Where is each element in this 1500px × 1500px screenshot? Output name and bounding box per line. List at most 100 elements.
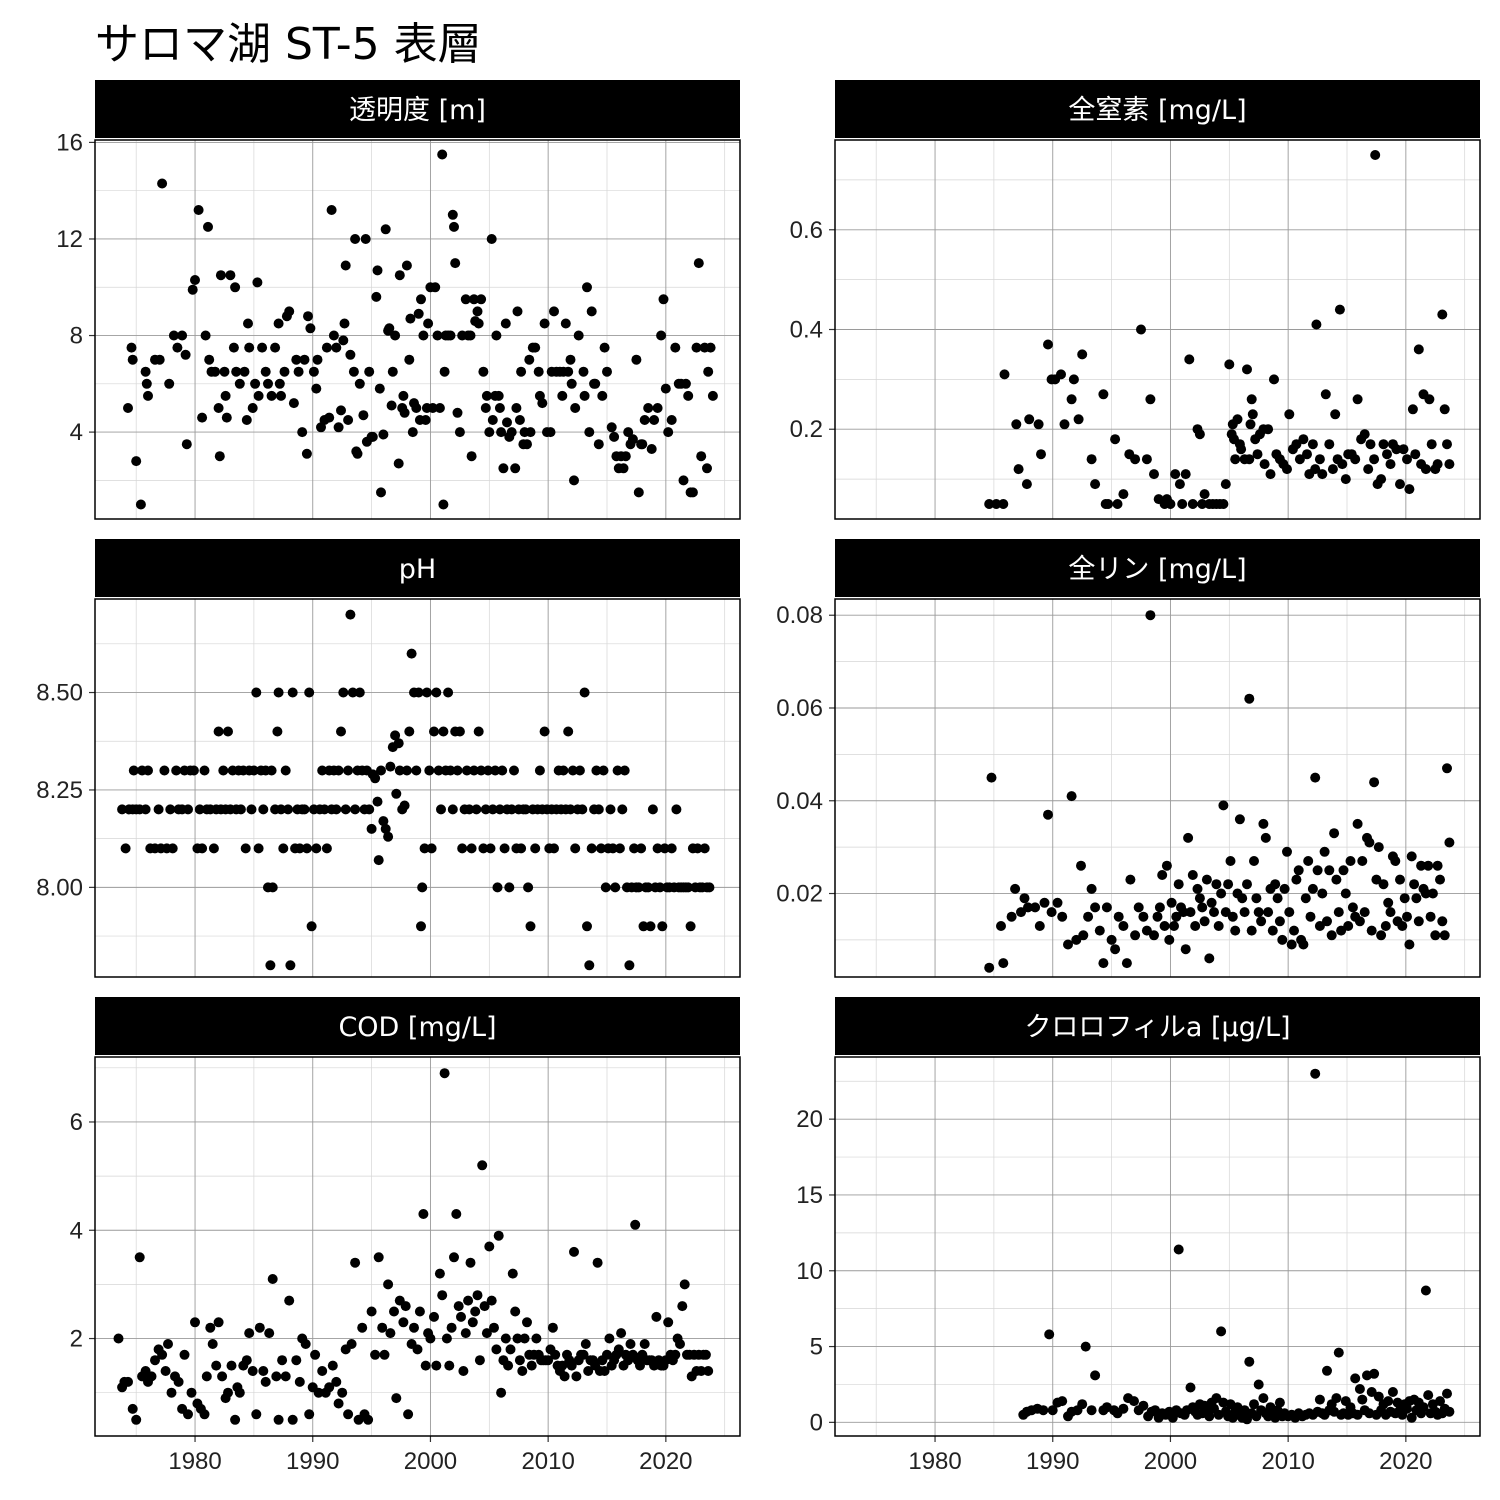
data-point	[250, 378, 261, 389]
data-point	[210, 366, 221, 377]
data-point	[617, 804, 628, 815]
data-point	[1227, 911, 1238, 922]
data-point	[280, 765, 291, 776]
data-point	[1357, 1394, 1368, 1405]
data-point	[225, 270, 236, 281]
data-point	[387, 366, 398, 377]
data-point	[582, 921, 592, 932]
data-point	[199, 1409, 210, 1420]
data-point	[999, 369, 1010, 380]
data-point	[1094, 925, 1105, 936]
data-point	[1010, 883, 1021, 894]
data-point	[464, 804, 475, 815]
data-point	[287, 687, 298, 698]
data-point	[605, 804, 616, 815]
data-point	[590, 378, 601, 389]
data-point	[1249, 856, 1259, 866]
data-point	[272, 726, 283, 737]
data-point	[1129, 1396, 1139, 1407]
data-point	[584, 427, 595, 438]
plot-background	[835, 1057, 1480, 1436]
panel-strip	[95, 80, 740, 138]
data-point	[1314, 454, 1325, 465]
data-point	[549, 843, 559, 854]
data-point	[558, 765, 569, 776]
data-point	[1076, 860, 1086, 871]
data-point	[197, 412, 208, 423]
data-point	[366, 823, 377, 834]
data-point	[380, 823, 391, 834]
data-point	[467, 1317, 478, 1328]
data-point	[205, 1322, 216, 1333]
data-point	[523, 882, 534, 893]
x-tick-label: 2010	[521, 1448, 574, 1475]
data-point	[566, 1360, 577, 1371]
data-point	[1354, 916, 1365, 927]
data-point	[1052, 897, 1063, 908]
data-point	[213, 726, 224, 737]
data-point	[134, 1252, 145, 1263]
data-point	[411, 403, 422, 413]
data-point	[703, 366, 714, 377]
data-point	[333, 765, 344, 776]
data-point	[472, 306, 483, 317]
panel-strip	[835, 539, 1480, 597]
data-point	[1352, 1409, 1363, 1420]
data-point	[1333, 907, 1344, 918]
data-point	[1289, 925, 1299, 936]
data-point	[117, 804, 128, 815]
data-point	[604, 1333, 615, 1344]
data-point	[414, 1306, 425, 1317]
data-point	[413, 687, 424, 698]
data-point	[450, 258, 461, 269]
data-point	[683, 390, 694, 401]
data-point	[1357, 856, 1368, 866]
data-point	[1059, 419, 1070, 430]
data-point	[1046, 907, 1057, 918]
data-point	[1444, 459, 1455, 470]
data-point	[1363, 464, 1374, 475]
data-point	[618, 463, 629, 474]
data-point	[1267, 925, 1278, 936]
data-point	[479, 1301, 490, 1312]
data-point	[389, 1306, 399, 1317]
data-point	[1197, 499, 1208, 509]
data-point	[1390, 856, 1401, 866]
data-point	[1166, 897, 1177, 908]
data-point	[1364, 837, 1375, 848]
data-point	[157, 1349, 168, 1360]
data-point	[586, 843, 597, 854]
data-point	[1253, 1379, 1264, 1390]
data-point	[1138, 1400, 1149, 1411]
data-point	[1098, 389, 1109, 400]
data-point	[1157, 870, 1168, 880]
data-point	[377, 1322, 388, 1333]
data-point	[1391, 444, 1402, 455]
y-tick-label: 2	[70, 1326, 83, 1353]
data-point	[1138, 911, 1149, 922]
data-point	[1187, 499, 1198, 509]
data-point	[675, 1339, 685, 1349]
data-point	[1324, 865, 1335, 876]
data-point	[393, 738, 404, 749]
data-point	[304, 687, 315, 698]
data-point	[427, 403, 438, 413]
data-point	[1302, 449, 1312, 460]
data-point	[439, 1068, 450, 1079]
data-point	[421, 687, 432, 698]
data-point	[276, 804, 286, 815]
data-point	[1090, 479, 1101, 490]
data-point	[625, 1339, 636, 1349]
data-point	[345, 609, 356, 620]
data-point	[1039, 897, 1050, 908]
data-point	[1427, 888, 1438, 899]
panel-cod: COD [mg/L] 2 4 6 1980 1990 2000 2010 2020	[70, 997, 741, 1475]
data-point	[338, 687, 349, 698]
data-point	[578, 1349, 589, 1360]
data-point	[563, 726, 574, 737]
data-point	[1269, 374, 1279, 385]
data-point	[1154, 902, 1165, 913]
panel-strip-label: 全窒素 [mg/L]	[1068, 95, 1246, 126]
data-point	[1385, 459, 1396, 470]
data-point	[591, 765, 602, 776]
